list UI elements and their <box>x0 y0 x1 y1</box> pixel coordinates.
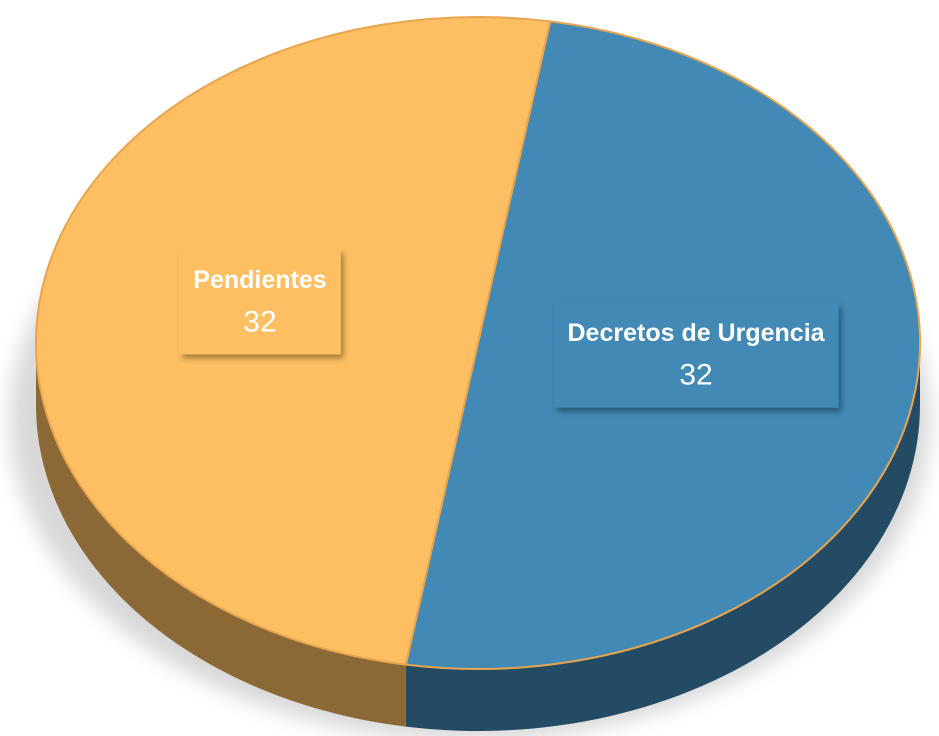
slice-side <box>405 343 920 731</box>
label-box <box>179 249 341 355</box>
label-name: Pendientes <box>193 266 326 294</box>
label-name: Decretos de Urgencia <box>568 319 826 347</box>
pie-sides <box>36 343 920 731</box>
label-value: 32 <box>679 359 712 392</box>
data-labels: Decretos de Urgencia 32 Pendientes 32 <box>179 249 839 408</box>
label-value: 32 <box>243 305 276 338</box>
label-box <box>553 302 839 408</box>
slice-side <box>36 343 406 727</box>
